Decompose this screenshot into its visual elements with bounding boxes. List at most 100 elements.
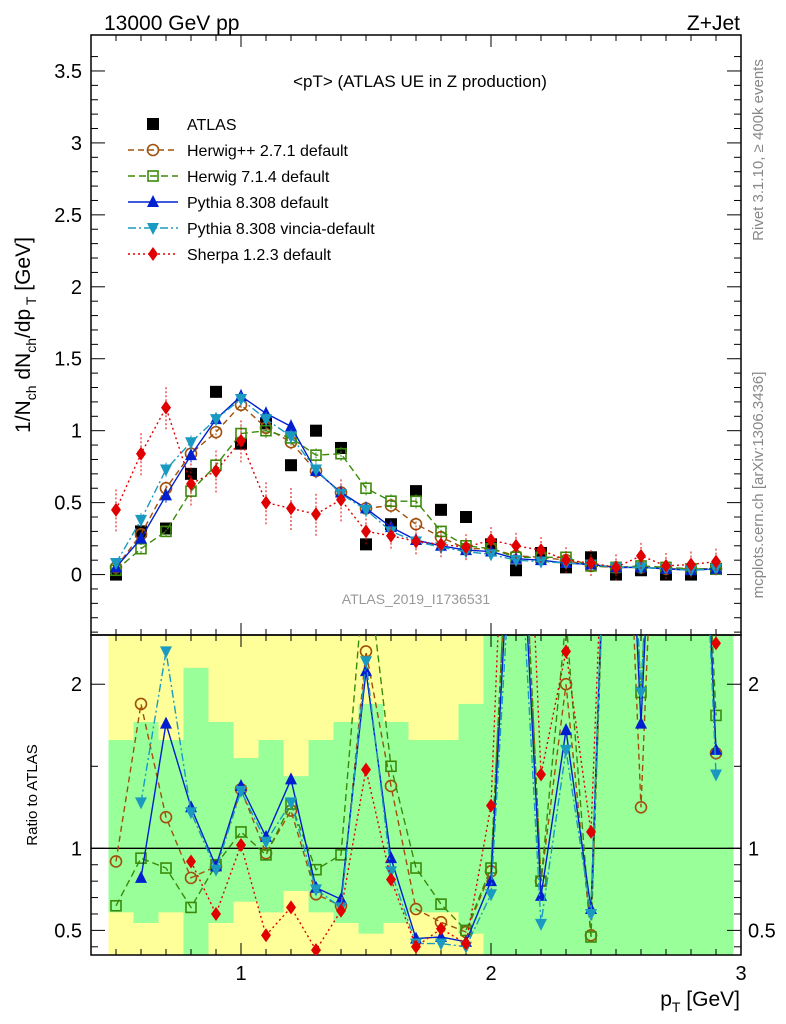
ratio-point-herwig-7-1-4-default [310, 863, 322, 876]
data-point-sherpa-1-2-3-default [261, 495, 271, 510]
ratio-point-herwig-7-1-4-default [185, 901, 197, 914]
ratio-band-green [683, 635, 709, 955]
ratio-point-sherpa-1-2-3-default [536, 767, 546, 782]
data-point-sherpa-1-2-3-default [611, 560, 621, 575]
data-point-sherpa-1-2-3-default [136, 446, 146, 461]
data-point-sherpa-1-2-3-default [336, 492, 346, 507]
data-point-sherpa-1-2-3-default [461, 540, 471, 555]
legend-label-herwig-7-1-4-default: Herwig 7.1.4 default [187, 169, 330, 186]
data-point-pythia-8-308-vincia-default [485, 549, 497, 562]
data-point-pythia-8-308-vincia-default [110, 558, 122, 571]
y-tick-label-ratio: 1 [71, 838, 82, 860]
ratio-point-herwig-7-1-4-default [585, 931, 597, 943]
mcplots-label: mcplots.cern.ch [arXiv:1306.3436] [750, 372, 767, 599]
legend-marker-sherpa-1-2-3-default [148, 247, 158, 261]
ratio-point-herwig-7-1-4-default [260, 849, 272, 861]
ratio-point-pythia-8-308-vincia-default [360, 656, 372, 669]
ratio-point-pythia-8-308-default [135, 870, 147, 883]
ratio-point-sherpa-1-2-3-default [186, 854, 196, 869]
data-point-sherpa-1-2-3-default [636, 548, 646, 563]
data-point-pythia-8-308-vincia-default [235, 394, 247, 407]
ratio-band-green [133, 721, 159, 923]
ratio-point-pythia-8-308-default [335, 892, 347, 905]
ratio-point-pythia-8-308-vincia-default [285, 797, 297, 810]
y-tick-label-main: 2 [71, 277, 82, 299]
ratio-point-herwig-7-1-4-default [110, 899, 122, 912]
ratio-point-sherpa-1-2-3-default [586, 824, 596, 839]
ratio-line-pythia-8-308-vincia-default [140, 635, 717, 948]
data-point-sherpa-1-2-3-default [311, 507, 321, 522]
ratio-point-sherpa-1-2-3-default [336, 903, 346, 918]
data-point-sherpa-1-2-3-default [561, 553, 571, 568]
ratio-point-herwig-2-7-1-default [634, 801, 648, 814]
data-point-herwig-2-7-1-default [209, 425, 223, 439]
ratio-point-pythia-8-308-default [485, 874, 497, 887]
data-point-pythia-8-308-default [285, 419, 297, 432]
ratio-point-pythia-8-308-default [360, 664, 372, 677]
ratio-point-pythia-8-308-vincia-default [260, 836, 272, 849]
data-point-herwig-7-1-4-default [410, 495, 422, 507]
data-point-sherpa-1-2-3-default [236, 433, 246, 448]
ratio-point-herwig-7-1-4-default [235, 826, 247, 838]
chart-title: <pT> (ATLAS UE in Z production) [293, 72, 547, 91]
data-point-atlas [510, 564, 522, 577]
data-point-sherpa-1-2-3-default [111, 502, 121, 517]
data-point-pythia-8-308-default [160, 488, 172, 501]
y-tick-label-ratio: 2 [71, 674, 82, 696]
data-point-sherpa-1-2-3-default [536, 543, 546, 558]
data-point-pythia-8-308-vincia-default [160, 464, 172, 477]
data-point-atlas [210, 385, 222, 398]
data-point-herwig-7-1-4-default [160, 525, 172, 538]
ratio-point-herwig-7-1-4-default [410, 862, 422, 874]
ratio-point-sherpa-1-2-3-default [486, 798, 496, 813]
y-tick-label-main: 3 [71, 133, 82, 155]
ratio-series-clipped [109, 635, 723, 955]
data-point-sherpa-1-2-3-default [161, 400, 171, 415]
ratio-point-sherpa-1-2-3-default [386, 872, 396, 887]
y-tick-label-ratio: 0.5 [54, 920, 82, 942]
ratio-point-sherpa-1-2-3-default [261, 928, 271, 943]
data-point-pythia-8-308-vincia-default [210, 414, 222, 427]
data-point-sherpa-1-2-3-default [711, 554, 721, 569]
ratio-point-herwig-7-1-4-default [435, 898, 447, 910]
data-point-pythia-8-308-vincia-default [135, 514, 147, 527]
ratio-point-pythia-8-308-vincia-default [585, 908, 597, 921]
ratio-band-green [633, 635, 659, 955]
data-point-atlas [285, 459, 297, 472]
ratio-point-pythia-8-308-vincia-default [560, 744, 572, 757]
ratio-point-sherpa-1-2-3-default [286, 900, 296, 915]
legend-marker-pythia-8-308-default [147, 195, 159, 207]
ratio-point-pythia-8-308-default [560, 723, 572, 736]
y-tick-label-main: 0 [71, 565, 82, 587]
legend-marker-pythia-8-308-vincia-default [147, 223, 159, 235]
ratio-point-pythia-8-308-vincia-default [185, 807, 197, 820]
ratio-point-pythia-8-308-default [710, 742, 722, 755]
data-point-herwig-7-1-4-default [310, 449, 322, 461]
ratio-point-sherpa-1-2-3-default [561, 644, 571, 659]
y-axis-label-main: 1/Nch dNch/dp T [GeV] [12, 237, 39, 433]
svg-text:1/Nch dNch/dp T [GeV]: 1/Nch dNch/dp T [GeV] [12, 237, 39, 433]
analysis-id: ATLAS_2019_I1736531 [342, 591, 491, 607]
legend-label-pythia-8-308-vincia-default: Pythia 8.308 vincia-default [187, 221, 375, 238]
ratio-point-sherpa-1-2-3-default [711, 636, 721, 651]
ratio-point-pythia-8-308-vincia-default [635, 687, 647, 700]
data-point-pythia-8-308-vincia-default [185, 437, 197, 450]
x-axis-label: pT [GeV] [660, 988, 740, 1015]
process-label: Z+Jet [687, 12, 740, 35]
ratio-point-pythia-8-308-vincia-default [710, 769, 722, 782]
ratio-point-pythia-8-308-vincia-default [385, 866, 397, 879]
data-point-sherpa-1-2-3-default [211, 463, 221, 478]
data-point-herwig-7-1-4-default [385, 495, 397, 507]
y-tick-label-main: 2.5 [54, 205, 82, 227]
axes: 1 2 3 0 0.5 1 1.5 2 2.5 3 3.5 0.5 0.5 1 1 2 2 [54, 35, 776, 985]
data-point-pythia-8-308-vincia-default [285, 431, 297, 444]
y-tick-label-ratio-right: 2 [748, 674, 759, 696]
data-point-atlas [435, 503, 447, 516]
ratio-point-pythia-8-308-vincia-default [310, 884, 322, 897]
ratio-point-sherpa-1-2-3-default [311, 943, 321, 955]
ratio-band-green [158, 740, 184, 913]
ratio-point-herwig-2-7-1-default [184, 871, 198, 885]
data-point-sherpa-1-2-3-default [386, 528, 396, 543]
data-point-atlas [460, 511, 472, 524]
